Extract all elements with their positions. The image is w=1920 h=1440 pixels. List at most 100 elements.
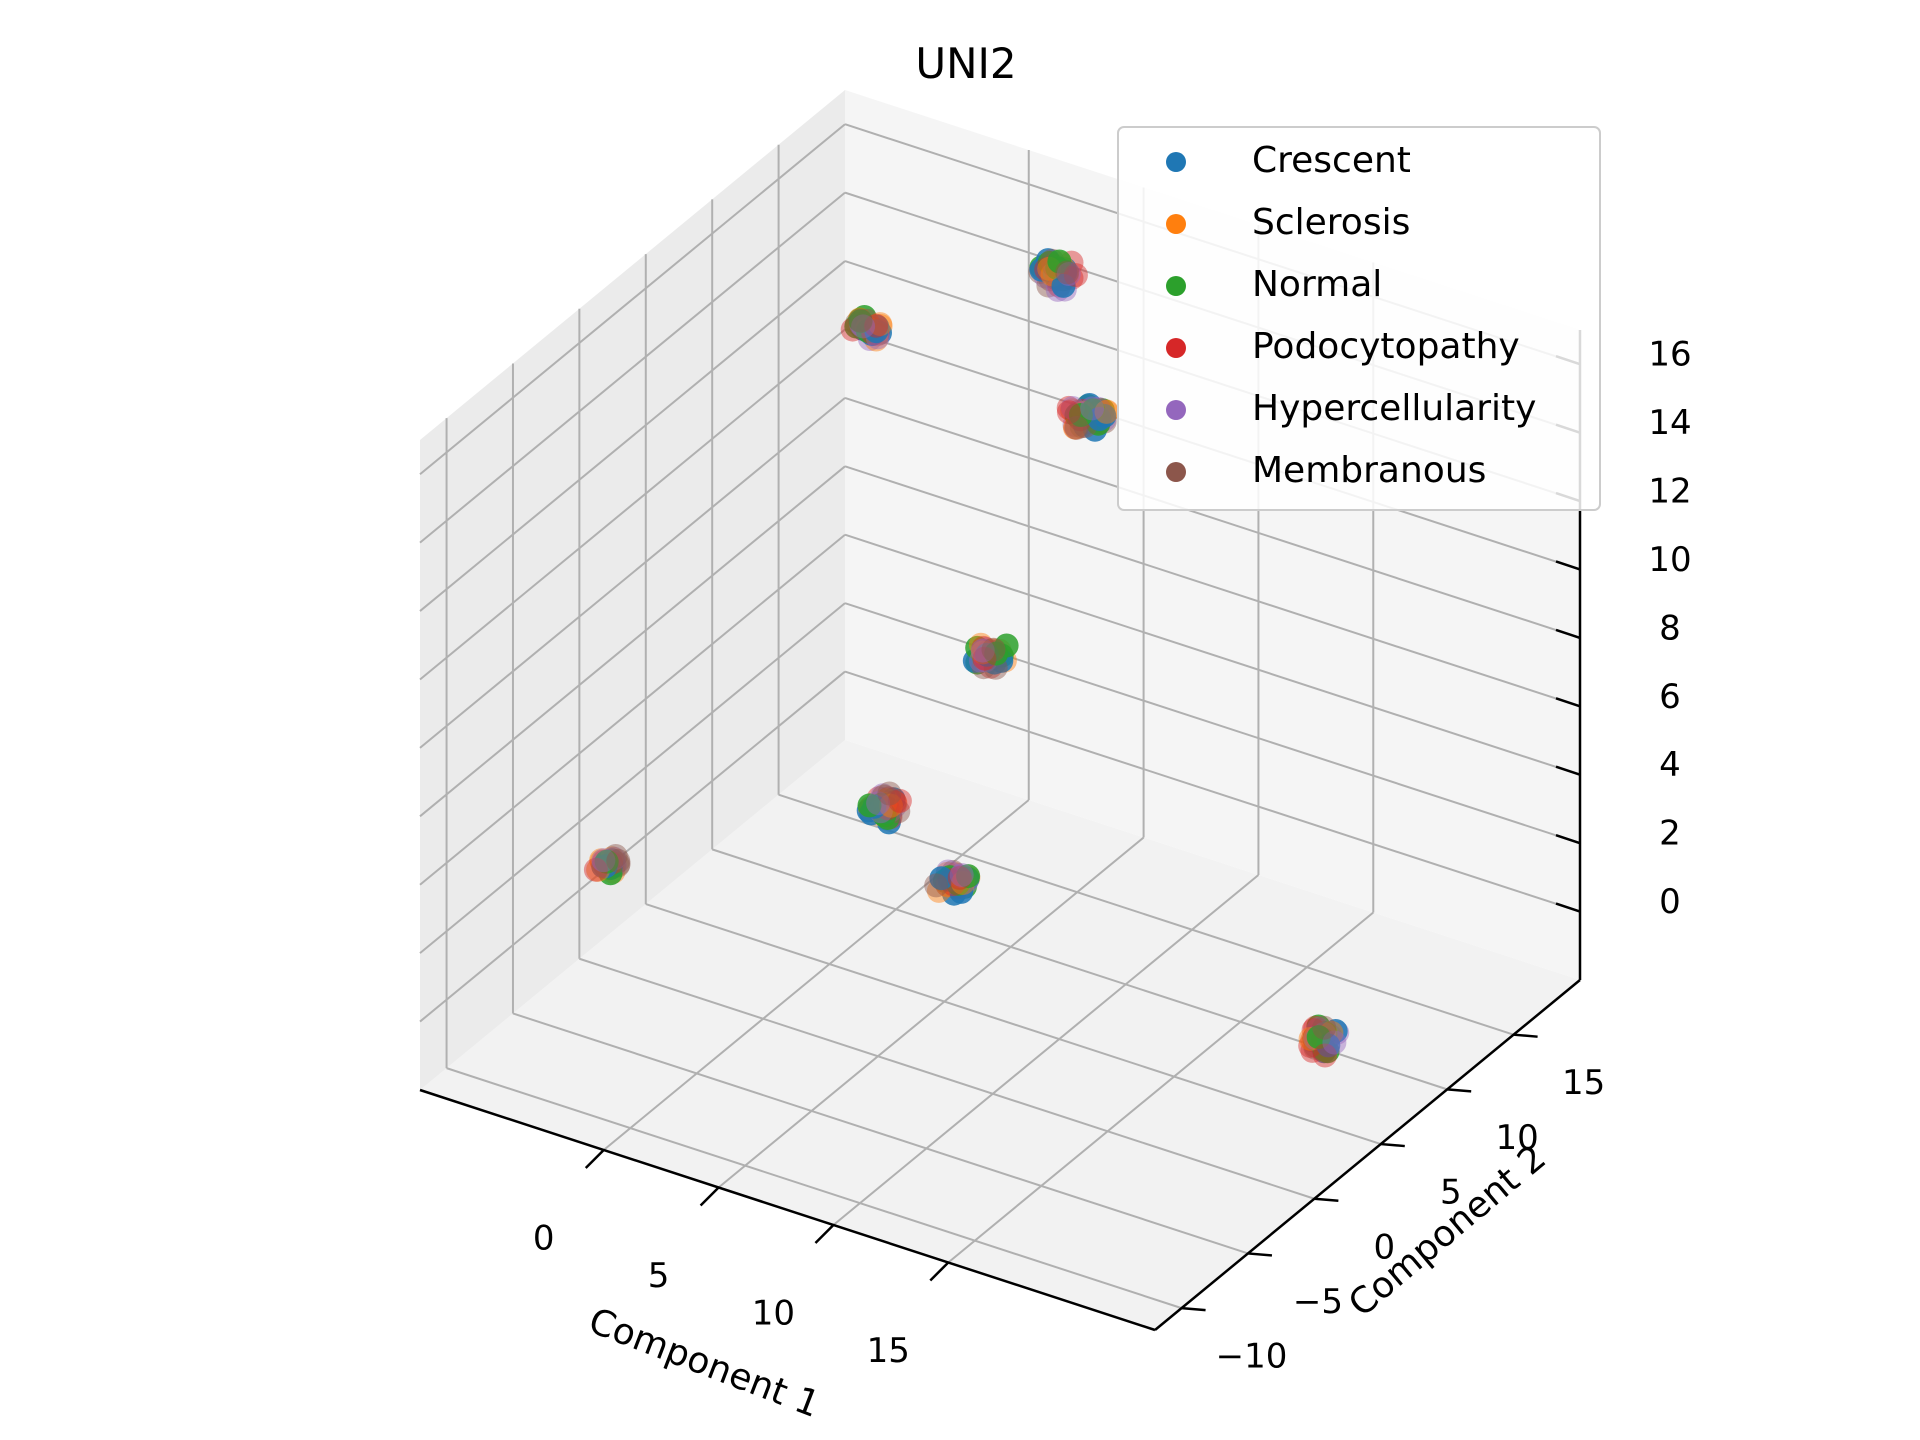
scatter-point-sclerosis [1094, 399, 1119, 424]
x-grid-floor [947, 911, 1374, 1264]
x-grid-floor [603, 799, 1030, 1151]
x-tick-label: 15 [867, 1331, 910, 1371]
scatter-point-hypercellularity [1080, 396, 1105, 421]
scatter-point-membranous [924, 873, 949, 898]
y-grid-floor [579, 957, 1315, 1200]
z-grid-left [419, 328, 846, 681]
y-grid-floor [645, 903, 1382, 1146]
legend-label-normal: Normal [1252, 264, 1382, 305]
y-tick-label: 15 [1562, 1063, 1605, 1103]
legend-marker-crescent [1166, 152, 1186, 172]
z-tick [1555, 628, 1581, 640]
scatter-point-podocytopathy [1063, 263, 1088, 288]
y-tick [1314, 1197, 1339, 1202]
scatter-point-hypercellularity [949, 863, 974, 887]
legend-box [1117, 126, 1601, 511]
x-tick-label: 5 [648, 1256, 670, 1296]
z-tick [1555, 765, 1581, 776]
scatter-point-normal [1306, 1025, 1331, 1050]
z-grid-left [419, 533, 846, 886]
x-tick-label: 10 [752, 1294, 795, 1334]
scatter-point-normal [1047, 249, 1072, 274]
x-tick-label: 0 [533, 1219, 555, 1259]
scatter-point-crescent [929, 866, 954, 891]
legend-label-membranous: Membranous [1252, 450, 1486, 491]
z-grid-left [419, 397, 846, 749]
x-grid-floor [717, 836, 1145, 1189]
left-pane [420, 90, 845, 1090]
z-grid-back [844, 396, 1581, 639]
scatter-point-hypercellularity [970, 638, 995, 663]
scatter-points [583, 248, 1350, 1068]
scatter-point-crescent [1051, 273, 1076, 298]
z-tick-label: 2 [1659, 814, 1681, 854]
y-tick-label: 0 [1374, 1227, 1396, 1267]
y-tick [1247, 1252, 1273, 1257]
scatter-point-podocytopathy [972, 646, 997, 671]
y-tick [1447, 1088, 1472, 1093]
z-tick-label: 8 [1659, 608, 1681, 648]
y-tick-label: 10 [1496, 1118, 1539, 1158]
scatter-point-normal [848, 309, 873, 334]
floor-pane [420, 740, 1580, 1330]
x-tick [584, 1149, 605, 1169]
legend-marker-sclerosis [1166, 214, 1186, 234]
z-grid-back [844, 670, 1581, 913]
scatter-point-podocytopathy [887, 788, 912, 813]
y-tick-label: −5 [1293, 1282, 1343, 1322]
z-tick-label: 16 [1648, 335, 1691, 375]
z-tick-label: 0 [1659, 882, 1681, 922]
z-grid-left [419, 670, 846, 1023]
scatter-point-membranous [848, 308, 873, 333]
scatter-point-hypercellularity [851, 314, 876, 339]
y-tick [1380, 1142, 1405, 1148]
scatter-point-membranous [1064, 415, 1089, 440]
scatter-point-podocytopathy [947, 865, 972, 890]
z-grid-left [419, 260, 846, 612]
legend-label-sclerosis: Sclerosis [1252, 202, 1410, 243]
scatter-point-hypercellularity [866, 791, 891, 816]
legend-marker-membranous [1166, 462, 1186, 482]
scatter-point-normal [857, 793, 882, 818]
z-tick-label: 12 [1648, 472, 1691, 512]
scatter-point-membranous [1055, 260, 1080, 285]
legend-marker-normal [1166, 276, 1186, 296]
z-tick-label: 4 [1659, 745, 1681, 785]
z-grid-back [844, 533, 1581, 776]
y-tick-label: 5 [1440, 1173, 1462, 1213]
scatter-point-podocytopathy [1313, 1043, 1337, 1068]
scatter-point-podocytopathy [864, 313, 889, 338]
z-tick-label: 6 [1659, 677, 1681, 717]
scatter-point-membranous [877, 781, 902, 806]
scatter-point-hypercellularity [1322, 1030, 1347, 1055]
z-grid-left [419, 191, 846, 544]
z-tick-label: 10 [1648, 540, 1691, 580]
legend-marker-hypercellularity [1166, 400, 1186, 420]
z-grid-left [419, 123, 846, 475]
scatter-point-hypercellularity [591, 848, 616, 873]
y-tick [1181, 1306, 1206, 1312]
z-tick [1555, 560, 1581, 571]
y-grid-floor [512, 1012, 1249, 1255]
scatter-point-sclerosis [878, 793, 903, 818]
tick-labels: 0 5 10 15 −10−5 0 5 10 15 0 2 4 6 8 10 12 14 16 [533, 335, 1692, 1377]
scatter-point-normal [984, 641, 1009, 666]
z-tick-label: 14 [1648, 403, 1691, 443]
legend-marker-podocytopathy [1166, 338, 1186, 358]
z-grid-left [419, 465, 846, 818]
z-tick [1555, 833, 1581, 845]
scatter-point-crescent [1087, 407, 1112, 431]
x-tick [699, 1186, 720, 1207]
x-tick [929, 1261, 950, 1282]
scatter-point-membranous [606, 848, 631, 873]
x-tick [814, 1224, 835, 1244]
legend-label-hypercellularity: Hypercellularity [1252, 388, 1536, 429]
scatter-point-hypercellularity [1056, 262, 1081, 286]
scatter-point-normal [1068, 403, 1093, 427]
chart-title: UNI2 [915, 39, 1016, 88]
z-tick [1555, 697, 1581, 708]
scatter-point-sclerosis [868, 312, 893, 337]
y-tick-label: −10 [1216, 1337, 1288, 1377]
z-grid-back [844, 465, 1581, 708]
